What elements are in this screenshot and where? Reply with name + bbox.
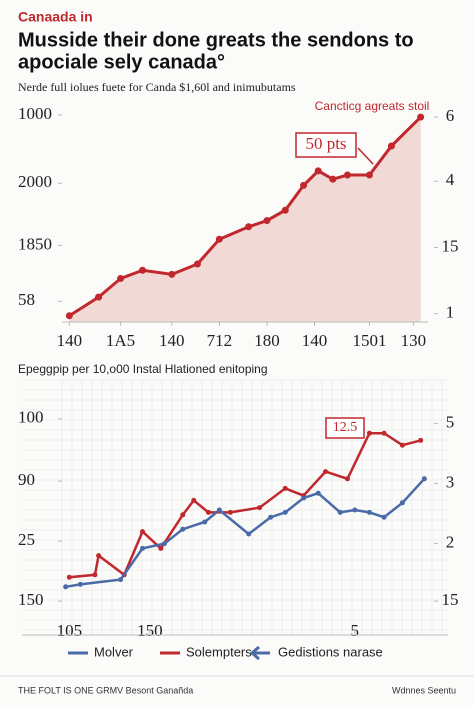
point — [180, 526, 186, 532]
point — [323, 469, 329, 475]
annotation: Cancticg agreats stoil — [315, 99, 430, 113]
point — [399, 500, 405, 506]
point — [343, 171, 351, 179]
y-tick-label: 1000 — [18, 104, 52, 123]
point — [202, 519, 208, 525]
point — [95, 293, 103, 301]
point — [268, 514, 274, 520]
point — [193, 260, 201, 268]
callout-arrow — [357, 147, 374, 165]
kicker: Canaada in — [18, 9, 93, 25]
callout-box — [325, 417, 365, 439]
point — [282, 509, 288, 515]
y2-tick-label: 15 — [442, 590, 459, 609]
point — [418, 437, 424, 443]
footer: Wdnnes Seentu — [392, 685, 456, 695]
y-tick-label: 150 — [18, 590, 44, 609]
y2-tick-label: 5 — [446, 413, 455, 432]
point — [139, 266, 147, 274]
y2-tick-label: 6 — [446, 106, 455, 125]
point — [399, 442, 405, 448]
footer: THE FOLT IS ONE GRMV Besont Ganañda — [18, 685, 193, 695]
x-tick-label: 130 — [401, 331, 427, 350]
legend-arrow — [249, 645, 270, 661]
point — [140, 529, 146, 535]
point — [92, 572, 98, 578]
subtitle: Nerde full iolues fuete for Canda $1,60l… — [18, 80, 296, 94]
point — [366, 509, 372, 515]
point — [191, 497, 197, 503]
point — [66, 574, 72, 580]
point — [216, 507, 222, 513]
point — [337, 509, 343, 515]
point — [387, 142, 395, 150]
point — [263, 217, 271, 225]
y-tick-label: 58 — [18, 290, 35, 309]
point — [140, 545, 146, 551]
point — [65, 312, 73, 320]
callout: 12.5 — [333, 420, 358, 435]
legend-label: Solempters — [186, 644, 252, 659]
y2-tick-label: 3 — [446, 473, 455, 492]
y2-tick-label: 15 — [442, 236, 459, 255]
x-tick-label: 1A5 — [106, 331, 135, 350]
y2-tick-label: 1 — [446, 303, 455, 322]
x-tick-label: 1501 — [352, 331, 386, 350]
legend-label: Molver — [94, 644, 134, 659]
y-tick-label: 2000 — [18, 172, 52, 191]
x-tick-label: 140 — [302, 331, 328, 350]
point — [315, 490, 321, 496]
point — [118, 577, 124, 583]
point — [329, 175, 337, 183]
point — [352, 507, 358, 513]
y-tick-label: 90 — [18, 470, 35, 489]
point — [63, 584, 69, 590]
y2-tick-label: 2 — [446, 533, 455, 552]
point — [205, 509, 211, 515]
point — [215, 235, 223, 243]
point — [366, 430, 372, 436]
title: Musside their done greats the sendons to — [18, 29, 414, 51]
point — [417, 113, 425, 121]
point — [245, 223, 253, 231]
point — [281, 206, 289, 214]
area — [69, 117, 421, 322]
point — [301, 495, 307, 501]
point — [381, 430, 387, 436]
chart-title: Epeggpip per 10,o00 Instal Hlationed eni… — [18, 362, 268, 376]
point — [96, 553, 102, 559]
point — [381, 514, 387, 520]
point — [168, 270, 176, 278]
point — [246, 531, 252, 537]
point — [365, 171, 373, 179]
point — [257, 505, 263, 511]
point — [158, 545, 164, 551]
point — [161, 541, 167, 547]
callout-box — [295, 132, 357, 158]
point — [77, 581, 83, 587]
point — [227, 509, 233, 515]
point — [344, 476, 350, 482]
title: apociale sely canada° — [18, 51, 225, 73]
point — [300, 181, 308, 189]
y-tick-label: 100 — [18, 408, 44, 427]
y-tick-label: 1850 — [18, 234, 52, 253]
y2-tick-label: 4 — [446, 170, 455, 189]
point — [117, 275, 125, 283]
point — [314, 167, 322, 175]
y-tick-label: 25 — [18, 530, 35, 549]
point — [421, 476, 427, 482]
point — [282, 485, 288, 491]
point — [180, 512, 186, 518]
legend-label: Gedistions narase — [278, 644, 383, 659]
x-tick-label: 180 — [254, 331, 280, 350]
x-tick-label: 712 — [207, 331, 233, 350]
x-tick-label: 140 — [57, 331, 83, 350]
callout: 50 pts — [305, 134, 346, 153]
x-tick-label: 140 — [159, 331, 185, 350]
